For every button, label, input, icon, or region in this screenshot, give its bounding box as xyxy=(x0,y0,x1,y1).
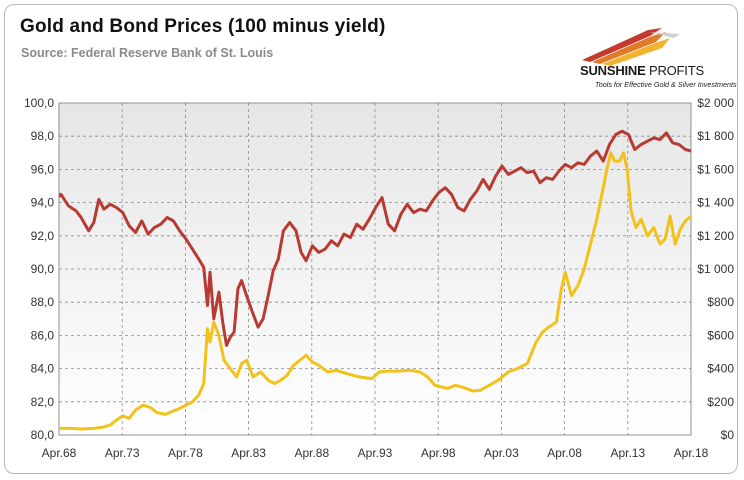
x-tick-label: Apr.13 xyxy=(610,446,645,460)
y-left-tick-label: 82,0 xyxy=(31,395,55,409)
y-left-tick-label: 80,0 xyxy=(31,428,55,442)
logo-tagline: Tools for Effective Gold & Silver Invest… xyxy=(595,80,737,89)
sunshine-logo-icon xyxy=(582,28,680,66)
y-right-tick-label: $0 xyxy=(721,428,735,442)
series xyxy=(59,129,691,431)
x-tick-label: Apr.08 xyxy=(547,446,582,460)
y-right-tick-label: $2 000 xyxy=(697,96,734,110)
y-left-tick-label: 98,0 xyxy=(31,129,55,143)
y-left-tick-label: 92,0 xyxy=(31,229,55,243)
x-tick-label: Apr.98 xyxy=(421,446,456,460)
y-left-tick-label: 84,0 xyxy=(31,362,55,376)
bond-price-line xyxy=(59,129,691,347)
x-tick-label: Apr.93 xyxy=(358,446,393,460)
y-left-tick-label: 90,0 xyxy=(31,262,55,276)
logo-name: SUNSHINE PROFITS xyxy=(580,63,704,78)
gridlines xyxy=(59,103,691,435)
y-left-tick-label: 88,0 xyxy=(31,295,55,309)
y-right-tick-label: $600 xyxy=(707,328,734,342)
y-right-tick-label: $200 xyxy=(707,395,734,409)
x-tick-label: Apr.68 xyxy=(42,446,77,460)
y-right-tick-label: $1 800 xyxy=(697,129,734,143)
x-tick-label: Apr.88 xyxy=(294,446,329,460)
y-right-tick-label: $800 xyxy=(707,295,734,309)
gold-price-line xyxy=(59,151,691,431)
y-left-tick-label: 96,0 xyxy=(31,162,55,176)
x-tick-label: Apr.78 xyxy=(168,446,203,460)
y-left-tick-label: 94,0 xyxy=(31,196,55,210)
plot-border xyxy=(58,102,692,436)
x-tick-label: Apr.18 xyxy=(674,446,709,460)
logo-name-light: PROFITS xyxy=(645,63,704,78)
y-right-tick-label: $400 xyxy=(707,362,734,376)
logo-name-bold: SUNSHINE xyxy=(580,63,646,78)
y-right-tick-label: $1 600 xyxy=(697,162,734,176)
y-left-tick-label: 100,0 xyxy=(24,96,54,110)
x-tick-label: Apr.73 xyxy=(105,446,140,460)
y-left-tick-label: 86,0 xyxy=(31,328,55,342)
axes: 80,0 $0 82,0 $200 84,0 $400 86,0 $600 88,0 $800 90… xyxy=(24,96,734,460)
y-right-tick-label: $1 000 xyxy=(697,262,734,276)
y-right-tick-label: $1 400 xyxy=(697,196,734,210)
y-right-tick-label: $1 200 xyxy=(697,229,734,243)
chart-source: Source: Federal Reserve Bank of St. Loui… xyxy=(21,46,274,60)
chart-title: Gold and Bond Prices (100 minus yield) xyxy=(20,16,386,37)
x-tick-label: Apr.83 xyxy=(231,446,266,460)
x-tick-label: Apr.03 xyxy=(484,446,519,460)
